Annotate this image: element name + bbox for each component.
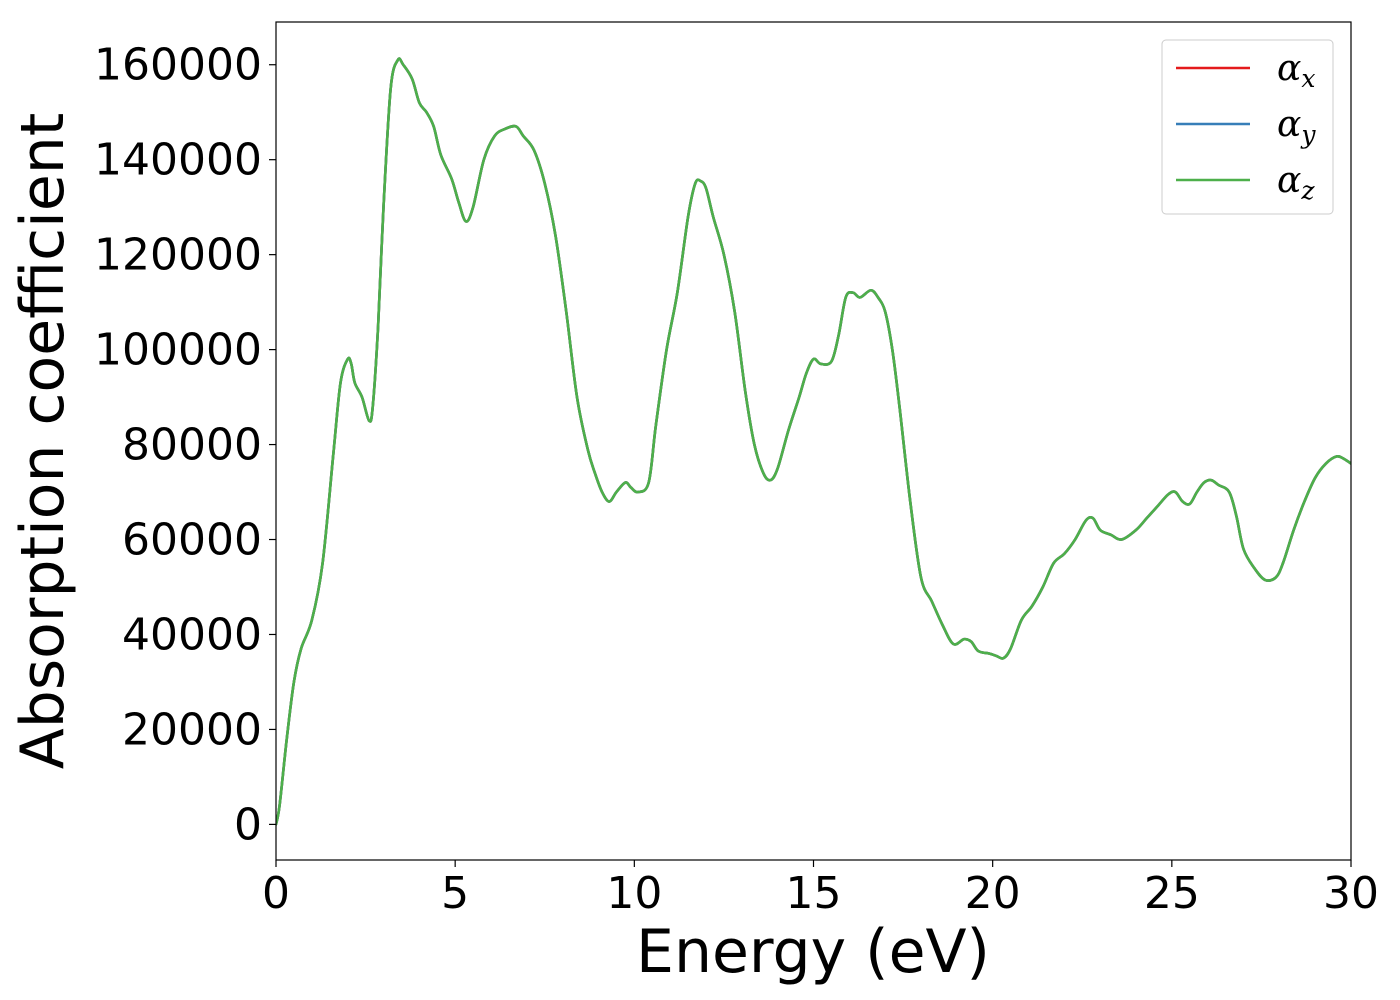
x-tick-label: 25 [1144, 868, 1200, 919]
plot-frame [275, 21, 1352, 861]
x-tick-label: 10 [606, 868, 662, 919]
y-tick-label: 80000 [122, 420, 262, 471]
legend-box [1161, 39, 1334, 215]
x-tick-label: 30 [1323, 868, 1379, 919]
legend-label-x: αx [1277, 48, 1315, 93]
legend-symbol: α [1277, 104, 1301, 145]
x-axis-ticks: 0 5 10 15 20 25 30 [262, 860, 1379, 919]
y-axis-ticks: 0 20000 40000 60000 80000 100000 120000 140000 1… [94, 40, 276, 850]
y-tick-label: 100000 [94, 325, 262, 376]
legend-label-y: αy [1277, 104, 1316, 149]
legend-symbol: α [1277, 48, 1301, 89]
series-line-z [276, 57, 1351, 826]
y-tick-label: 20000 [122, 704, 262, 755]
series-layer [276, 57, 1351, 826]
y-axis-title: Absorption coefficient [8, 113, 78, 770]
x-tick-label: 15 [786, 868, 842, 919]
y-tick-label: 140000 [94, 135, 262, 186]
y-tick-label: 160000 [94, 40, 262, 91]
y-tick-label: 120000 [94, 230, 262, 281]
x-tick-label: 5 [441, 868, 469, 919]
y-tick-label: 40000 [122, 609, 262, 660]
x-tick-label: 20 [965, 868, 1021, 919]
y-tick-label: 60000 [122, 515, 262, 566]
legend-subscript: x [1301, 64, 1315, 93]
y-tick-label: 0 [234, 799, 262, 850]
legend-label-z: αz [1277, 160, 1315, 205]
x-tick-label: 0 [262, 868, 290, 919]
legend-subscript: z [1300, 176, 1315, 205]
legend-symbol: α [1277, 160, 1301, 201]
legend-subscript: y [1300, 120, 1316, 149]
x-axis-title: Energy (eV) [636, 917, 990, 987]
